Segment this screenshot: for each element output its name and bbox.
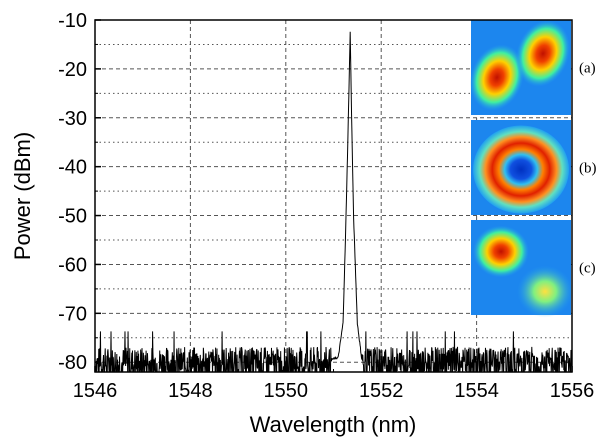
x-tick-label: 1550 xyxy=(264,380,309,402)
y-tick-label: -70 xyxy=(58,303,87,325)
inset-label: (c) xyxy=(579,261,596,277)
y-tick-label: -40 xyxy=(58,157,87,179)
x-tick-label: 1552 xyxy=(359,380,404,402)
inset-two-lobe-offset xyxy=(471,220,573,318)
spectrum-line xyxy=(95,31,572,372)
y-tick-label: -10 xyxy=(58,10,87,32)
x-axis-label: Wavelength (nm) xyxy=(250,412,417,437)
beam-lobe xyxy=(469,44,525,111)
beam-lobe xyxy=(473,225,529,278)
y-tick-label: -50 xyxy=(58,206,87,228)
y-tick-label: -80 xyxy=(58,352,87,374)
inset-donut-ring xyxy=(471,120,571,215)
beam-lobe xyxy=(515,20,571,87)
y-tick-label: -60 xyxy=(58,254,87,276)
y-tick-label: -20 xyxy=(58,59,87,81)
y-axis-label: Power (dBm) xyxy=(10,132,35,260)
axis-ticks: 1546 1548 1550 1552 1554 1556 -10 -20 -30 -40 -50 -… xyxy=(58,10,594,402)
beam-lobe xyxy=(517,265,573,318)
x-tick-label: 1548 xyxy=(168,380,213,402)
y-tick-label: -30 xyxy=(58,108,87,130)
inset-label: (b) xyxy=(579,161,597,177)
beam-ring xyxy=(473,125,569,214)
x-tick-label: 1556 xyxy=(550,380,595,402)
inset-panels: (a) (b) (c) xyxy=(469,20,597,318)
x-tick-label: 1546 xyxy=(73,380,118,402)
x-tick-label: 1554 xyxy=(454,380,499,402)
spectrum-trace xyxy=(95,31,572,372)
inset-label: (a) xyxy=(579,61,596,77)
inset-two-lobe-diagonal xyxy=(469,20,571,115)
